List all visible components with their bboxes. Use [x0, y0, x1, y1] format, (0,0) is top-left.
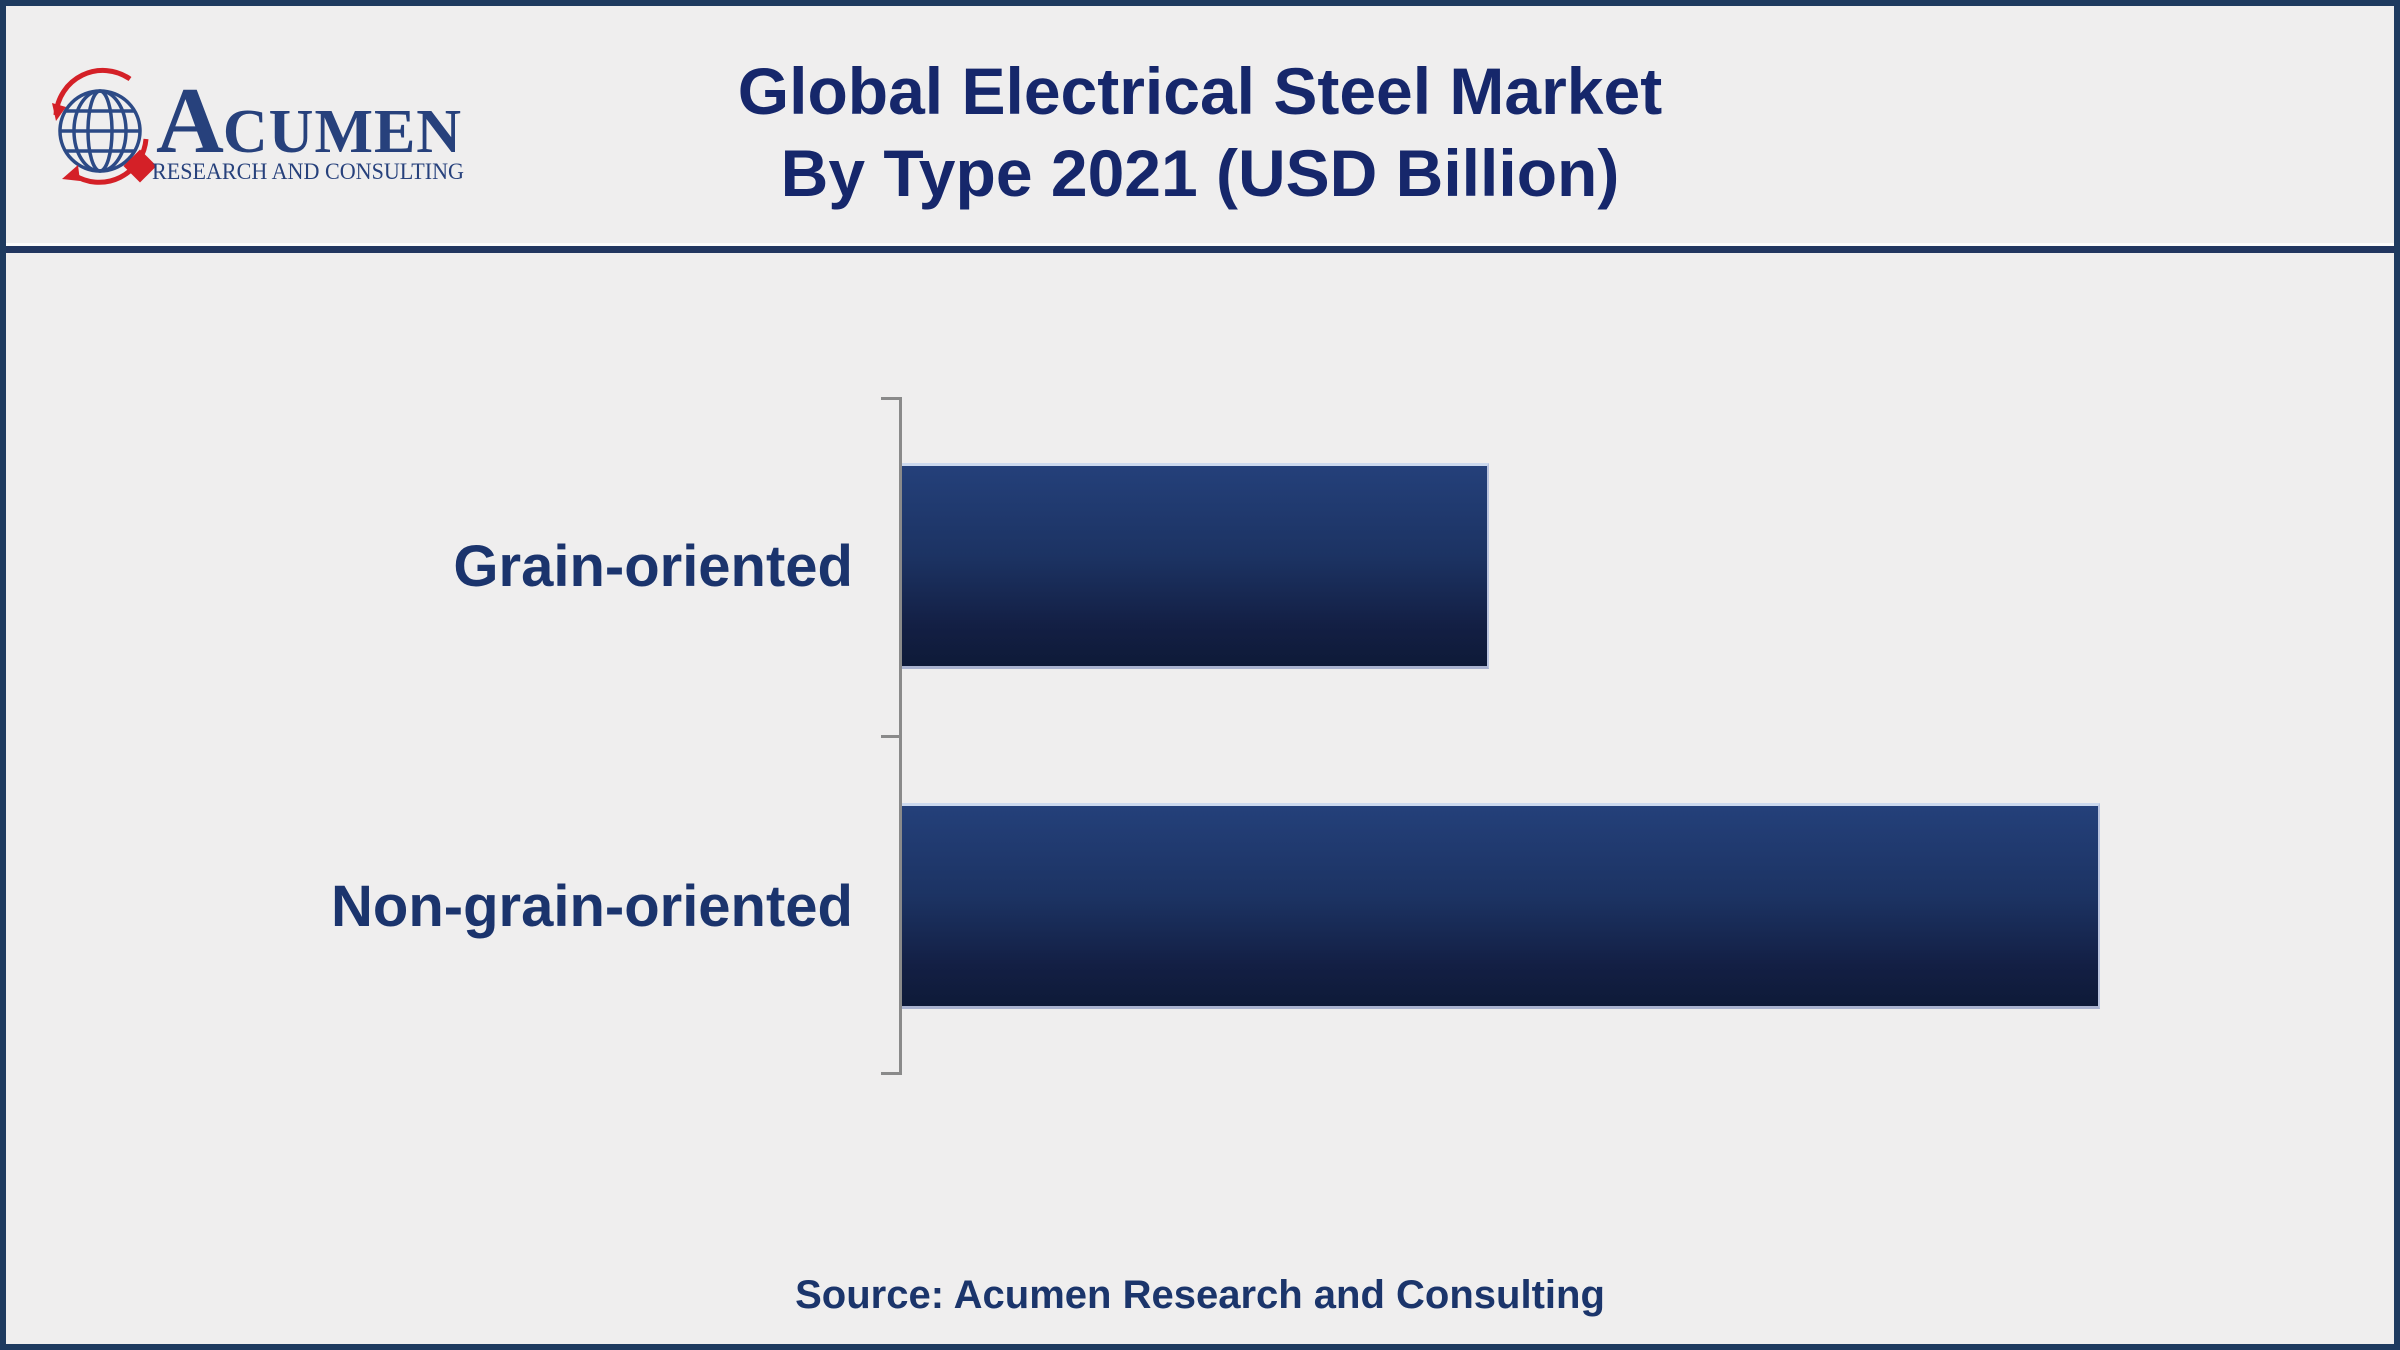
swoosh-arrows-icon [52, 67, 149, 185]
brand-initial: A [156, 69, 225, 173]
chart-title-line-1: Global Electrical Steel Market [737, 54, 1663, 128]
source-note: Source: Acumen Research and Consulting [795, 1273, 1605, 1317]
acumen-logo: ACUMEN RESEARCH AND CONSULTING [52, 67, 464, 185]
plot-region [902, 252, 2394, 1344]
category-label-non-grain-oriented: Non-grain-oriented [331, 873, 853, 939]
axis-tick [881, 1072, 902, 1075]
chart-title: Global Electrical Steel Market By Type 2… [6, 50, 2394, 214]
axis-tick [881, 397, 902, 400]
globe-icon [58, 89, 142, 173]
brand-rest: CUMEN [223, 98, 462, 166]
category-label-grain-oriented: Grain-oriented [453, 533, 853, 599]
header-divider [6, 243, 2394, 253]
brand-wordmark: ACUMEN [156, 69, 462, 173]
brand-tagline: RESEARCH AND CONSULTING [152, 159, 464, 184]
diamond-icon [123, 149, 157, 183]
chart-title-line-2: By Type 2021 (USD Billion) [780, 136, 1620, 210]
bar-non-grain-oriented [902, 803, 2101, 1009]
axis-tick [881, 735, 902, 738]
bar-grain-oriented [902, 463, 1490, 669]
